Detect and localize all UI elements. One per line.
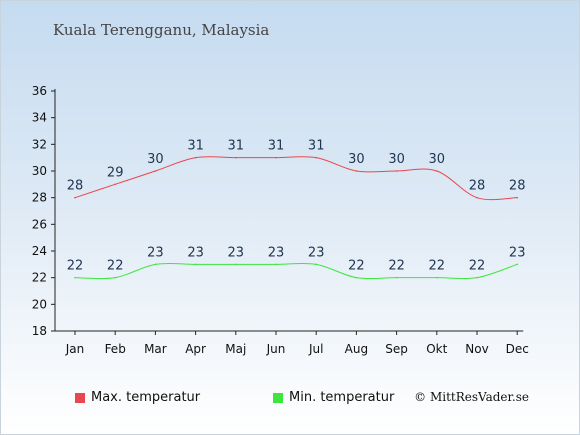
- data-point: [194, 263, 197, 266]
- data-label: 31: [268, 139, 285, 154]
- data-point: [436, 170, 438, 172]
- data-label: 23: [268, 245, 285, 260]
- y-tick-label: 30: [32, 164, 47, 178]
- x-tick-label: Mar: [144, 342, 167, 356]
- legend-label: Max. temperatur: [91, 390, 201, 405]
- y-tick-label: 36: [32, 84, 47, 98]
- data-point: [436, 276, 438, 279]
- data-label: 22: [67, 259, 84, 274]
- x-tick-label: Okt: [426, 342, 447, 356]
- x-tick-label: Aug: [345, 342, 368, 356]
- data-point: [476, 276, 478, 279]
- data-point: [275, 263, 277, 266]
- data-label: 23: [228, 245, 245, 260]
- data-point: [315, 156, 318, 159]
- x-tick-label: Nov: [465, 342, 488, 356]
- y-tick-label: 28: [32, 191, 47, 205]
- data-label: 29: [107, 165, 124, 180]
- data-label: 22: [429, 259, 446, 274]
- data-point: [275, 156, 277, 159]
- data-label: 28: [469, 179, 486, 194]
- data-point: [114, 183, 116, 186]
- data-label: 22: [388, 259, 405, 274]
- y-tick-label: 18: [32, 324, 47, 338]
- data-label: 30: [348, 152, 365, 167]
- series-line-min: [74, 262, 518, 280]
- data-point: [315, 263, 318, 266]
- x-tick-label: Jan: [65, 342, 85, 356]
- legend-swatch: [75, 392, 85, 403]
- y-tick-label: 34: [32, 111, 47, 125]
- data-point: [476, 196, 478, 199]
- data-label: 23: [187, 245, 204, 260]
- data-point: [114, 276, 116, 279]
- data-label: 23: [509, 245, 526, 260]
- chart-title: Kuala Terengganu, Malaysia: [53, 21, 270, 39]
- x-tick-label: Jun: [266, 342, 286, 356]
- y-tick-label: 26: [32, 217, 47, 231]
- data-point: [154, 170, 157, 172]
- data-label: 22: [469, 259, 486, 274]
- data-point: [355, 276, 358, 279]
- data-label: 31: [228, 139, 245, 154]
- data-point: [395, 276, 398, 279]
- data-label: 23: [147, 245, 164, 260]
- x-tick-label: Maj: [225, 342, 246, 356]
- data-label: 30: [429, 152, 446, 167]
- data-point: [516, 196, 518, 199]
- data-label: 30: [147, 152, 164, 167]
- series-line-max: [74, 156, 518, 201]
- data-point: [235, 156, 237, 159]
- y-tick-label: 22: [32, 271, 47, 285]
- data-label: 28: [67, 179, 84, 194]
- data-label: 31: [308, 139, 325, 154]
- data-label: 28: [509, 179, 526, 194]
- y-tick-label: 20: [32, 297, 47, 311]
- data-point: [74, 276, 76, 279]
- y-tick-label: 32: [32, 137, 47, 151]
- data-point: [235, 263, 237, 266]
- x-tick-label: Apr: [185, 342, 206, 356]
- x-tick-label: Sep: [385, 342, 408, 356]
- data-label: 22: [348, 259, 365, 274]
- data-point: [395, 170, 398, 172]
- data-point: [516, 263, 518, 266]
- legend-item: Max. temperatur: [75, 390, 200, 405]
- data-point: [74, 196, 76, 199]
- legend-label: Min. temperatur: [289, 390, 395, 405]
- legend-item: Min. temperatur: [273, 390, 394, 405]
- data-label: 23: [308, 245, 325, 260]
- data-label: 22: [107, 259, 124, 274]
- data-point: [194, 156, 197, 159]
- data-label: 31: [187, 139, 204, 154]
- data-point: [355, 170, 358, 172]
- x-tick-label: Jul: [308, 342, 323, 356]
- x-tick-label: Feb: [105, 342, 126, 356]
- x-tick-label: Dec: [506, 342, 529, 356]
- y-tick-label: 24: [32, 244, 47, 258]
- copyright-notice: © MittResVader.se: [414, 390, 529, 404]
- legend-swatch: [273, 392, 283, 403]
- data-point: [154, 263, 157, 266]
- data-label: 30: [388, 152, 405, 167]
